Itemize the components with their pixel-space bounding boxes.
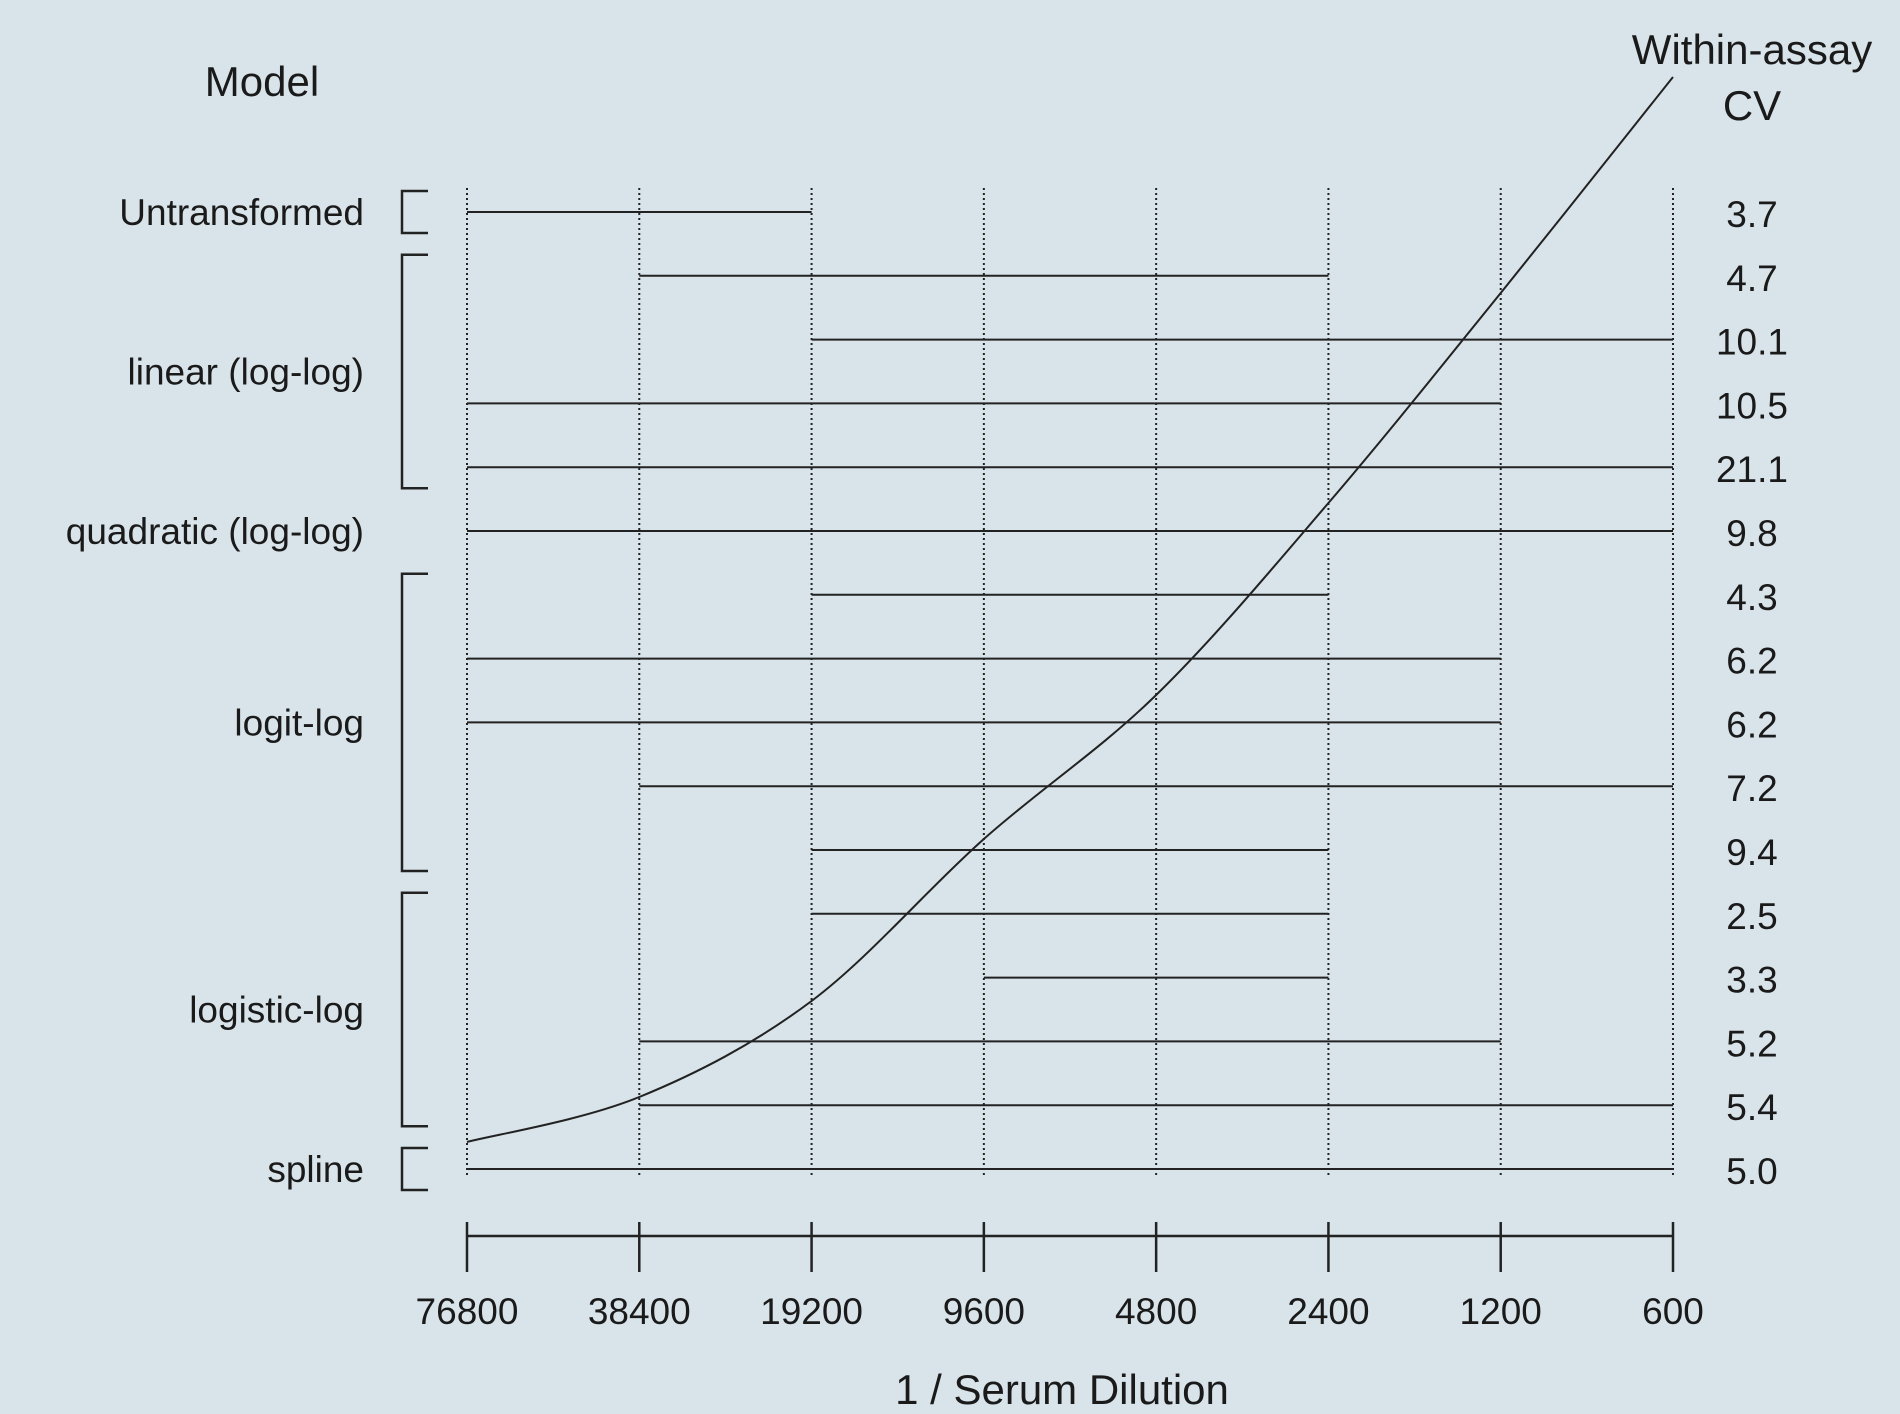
cv-values: 3.7 4.7 10.1 10.5 21.1 9.8 4.3 6.2 6.2 7.2 9.4 2.5 3… — [1716, 194, 1788, 1192]
cv-value: 2.5 — [1726, 896, 1777, 937]
group-label: linear (log-log) — [128, 352, 365, 393]
group-label: logistic-log — [189, 990, 364, 1031]
cv-header-line1: Within-assay — [1632, 26, 1872, 73]
group-bracket — [400, 891, 428, 1128]
cv-value: 5.2 — [1726, 1023, 1777, 1064]
cv-value: 21.1 — [1716, 449, 1788, 490]
group-bracket — [400, 572, 428, 873]
grid-lines — [466, 188, 1674, 1178]
group-bracket — [400, 253, 428, 490]
model-groups: Untransformed linear (log-log) quadratic (… — [66, 189, 428, 1192]
cv-value: 6.2 — [1726, 641, 1777, 682]
x-axis: 76800 38400 19200 9600 4800 2400 1200 600 — [416, 1222, 1704, 1332]
cv-value: 9.4 — [1726, 832, 1777, 873]
range-bars — [467, 211, 1673, 1170]
cv-value: 9.8 — [1726, 513, 1777, 554]
cv-value: 10.1 — [1716, 322, 1788, 363]
x-tick-label: 76800 — [416, 1291, 519, 1332]
x-tick-label: 19200 — [760, 1291, 863, 1332]
group-label: Untransformed — [119, 192, 364, 233]
cv-value: 5.4 — [1726, 1087, 1777, 1128]
group-label: quadratic (log-log) — [66, 511, 364, 552]
cv-value: 10.5 — [1716, 385, 1788, 426]
cv-value: 6.2 — [1726, 704, 1777, 745]
group-label: spline — [267, 1149, 364, 1190]
model-header: Model — [205, 58, 319, 105]
cv-value: 7.2 — [1726, 768, 1777, 809]
x-tick-label: 9600 — [943, 1291, 1025, 1332]
x-tick-label: 4800 — [1115, 1291, 1197, 1332]
x-tick-label: 1200 — [1460, 1291, 1542, 1332]
x-axis-label: 1 / Serum Dilution — [895, 1366, 1229, 1413]
x-tick-label: 600 — [1642, 1291, 1704, 1332]
cv-value: 4.3 — [1726, 577, 1777, 618]
x-tick-label: 2400 — [1287, 1291, 1369, 1332]
group-bracket — [400, 1146, 428, 1192]
cv-value: 3.3 — [1726, 960, 1777, 1001]
curve-path — [466, 76, 1674, 1143]
x-tick-label: 38400 — [588, 1291, 691, 1332]
cv-value: 4.7 — [1726, 258, 1777, 299]
group-bracket — [400, 189, 428, 235]
cv-header-line2: CV — [1723, 82, 1781, 129]
cv-value: 5.0 — [1726, 1151, 1777, 1192]
cv-value: 3.7 — [1726, 194, 1777, 235]
dose-response-curve — [466, 76, 1674, 1143]
group-label: logit-log — [234, 702, 364, 743]
